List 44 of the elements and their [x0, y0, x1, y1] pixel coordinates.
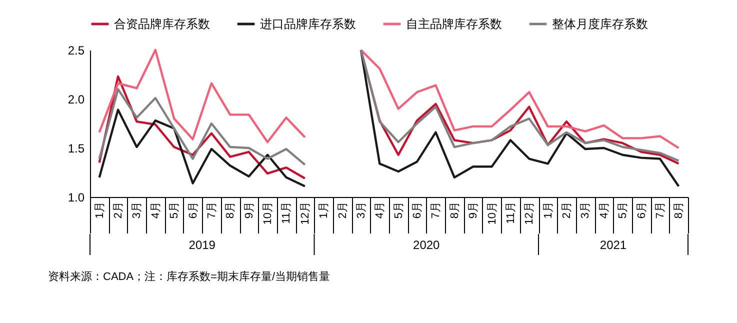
- x-tick-label: 5月: [168, 202, 181, 219]
- x-tick-label: 3月: [580, 202, 592, 219]
- x-tick-label: 8月: [673, 202, 686, 219]
- text: 2020: [413, 238, 440, 252]
- x-tick-label: 2月: [336, 202, 349, 219]
- x-tick-label: 1月: [94, 202, 106, 219]
- x-tick-label: 11月: [504, 202, 517, 224]
- x-tick-label: 11月: [280, 202, 293, 224]
- x-tick-label: 6月: [636, 202, 648, 219]
- x-tick-label: 7月: [206, 202, 218, 219]
- x-tick-label: 7月: [654, 202, 666, 219]
- x-tick-label: 12月: [524, 202, 536, 225]
- legend-label: 合资品牌库存系数: [114, 17, 210, 31]
- x-tick-label: 1月: [318, 202, 330, 219]
- x-tick-label: 2月: [112, 202, 125, 219]
- x-tick-label: 5月: [392, 202, 405, 219]
- x-tick-label: 4月: [374, 202, 386, 219]
- text: 2021: [600, 238, 627, 252]
- x-tick-label: 3月: [131, 202, 144, 219]
- x-tick-label: 9月: [468, 202, 480, 219]
- y-tick-label: 2.5: [68, 44, 85, 58]
- x-tick-label: 4月: [150, 202, 162, 219]
- legend-label: 整体月度库存系数: [552, 17, 648, 31]
- x-tick-label: 2月: [561, 202, 574, 219]
- x-tick-label: 8月: [448, 202, 461, 219]
- x-tick-label: 8月: [224, 202, 237, 219]
- text: 资料来源：CADA；注：库存系数=期末库存量/当期销售量: [48, 270, 330, 283]
- x-tick-label: 6月: [187, 202, 200, 219]
- x-tick-label: 6月: [412, 202, 424, 219]
- x-tick-label: 3月: [355, 202, 368, 219]
- x-tick-label: 10月: [262, 202, 274, 225]
- y-tick-label: 1.5: [68, 142, 85, 156]
- x-tick-label: 9月: [243, 202, 256, 219]
- x-tick-label: 7月: [430, 202, 442, 219]
- x-tick-label: 4月: [598, 202, 610, 219]
- y-tick-label: 2.0: [68, 92, 85, 106]
- legend-label: 自主品牌库存系数: [406, 17, 502, 31]
- text: 2019: [188, 238, 216, 252]
- x-tick-label: 5月: [617, 202, 630, 219]
- x-tick-label: 10月: [486, 202, 498, 225]
- legend-label: 进口品牌库存系数: [260, 17, 356, 31]
- x-tick-label: 1月: [542, 202, 554, 219]
- y-tick-label: 1.0: [68, 190, 85, 204]
- x-tick-label: 12月: [299, 202, 312, 225]
